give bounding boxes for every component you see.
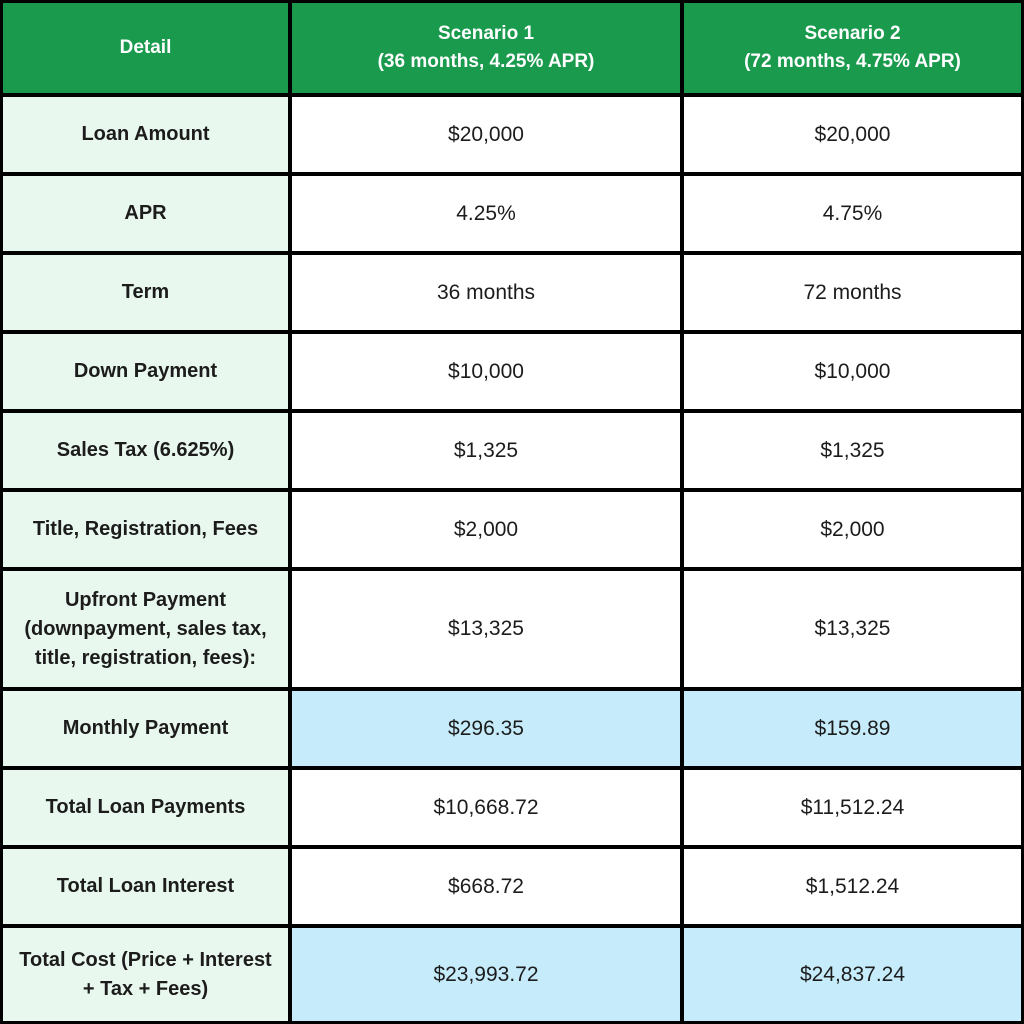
scenario2-value-cell: 72 months <box>684 255 1021 330</box>
header-cell-scenario2: Scenario 2 (72 months, 4.75% APR) <box>684 3 1021 93</box>
scenario2-value-cell: $10,000 <box>684 334 1021 409</box>
scenario2-value-cell: $1,325 <box>684 413 1021 488</box>
scenario1-value-cell: 4.25% <box>292 176 680 251</box>
row-label-cell: Upfront Payment (downpayment, sales tax,… <box>3 571 288 687</box>
row-label-cell: Total Loan Interest <box>3 849 288 924</box>
scenario1-value-cell: $1,325 <box>292 413 680 488</box>
row-label-cell: Total Cost (Price + Interest + Tax + Fee… <box>3 928 288 1021</box>
header-detail-label: Detail <box>119 36 172 58</box>
scenario1-value-cell: $296.35 <box>292 691 680 766</box>
scenario2-subtitle: (72 months, 4.75% APR) <box>744 51 961 72</box>
header-cell-scenario1: Scenario 1 (36 months, 4.25% APR) <box>292 3 680 93</box>
row-label-cell: Monthly Payment <box>3 691 288 766</box>
row-label-cell: Loan Amount <box>3 97 288 172</box>
row-label-cell: Term <box>3 255 288 330</box>
scenario2-value-cell: $13,325 <box>684 571 1021 687</box>
scenario1-value-cell: $13,325 <box>292 571 680 687</box>
scenario2-value-cell: $24,837.24 <box>684 928 1021 1021</box>
row-label-cell: APR <box>3 176 288 251</box>
scenario2-value-cell: 4.75% <box>684 176 1021 251</box>
scenario1-value-cell: $2,000 <box>292 492 680 567</box>
scenario2-value-cell: $11,512.24 <box>684 770 1021 845</box>
row-label-cell: Title, Registration, Fees <box>3 492 288 567</box>
scenario1-value-cell: $10,000 <box>292 334 680 409</box>
row-label-cell: Total Loan Payments <box>3 770 288 845</box>
scenario1-subtitle: (36 months, 4.25% APR) <box>377 51 595 72</box>
scenario2-value-cell: $1,512.24 <box>684 849 1021 924</box>
scenario1-value-cell: $23,993.72 <box>292 928 680 1021</box>
scenario1-value-cell: $10,668.72 <box>292 770 680 845</box>
scenario2-title: Scenario 2 <box>804 22 901 44</box>
header-cell-detail: Detail <box>3 3 288 93</box>
scenario1-value-cell: 36 months <box>292 255 680 330</box>
scenario2-value-cell: $2,000 <box>684 492 1021 567</box>
row-label-cell: Sales Tax (6.625%) <box>3 413 288 488</box>
scenario2-value-cell: $159.89 <box>684 691 1021 766</box>
scenario1-value-cell: $668.72 <box>292 849 680 924</box>
row-label-cell: Down Payment <box>3 334 288 409</box>
scenario1-value-cell: $20,000 <box>292 97 680 172</box>
scenario1-title: Scenario 1 <box>437 22 535 44</box>
scenario2-value-cell: $20,000 <box>684 97 1021 172</box>
